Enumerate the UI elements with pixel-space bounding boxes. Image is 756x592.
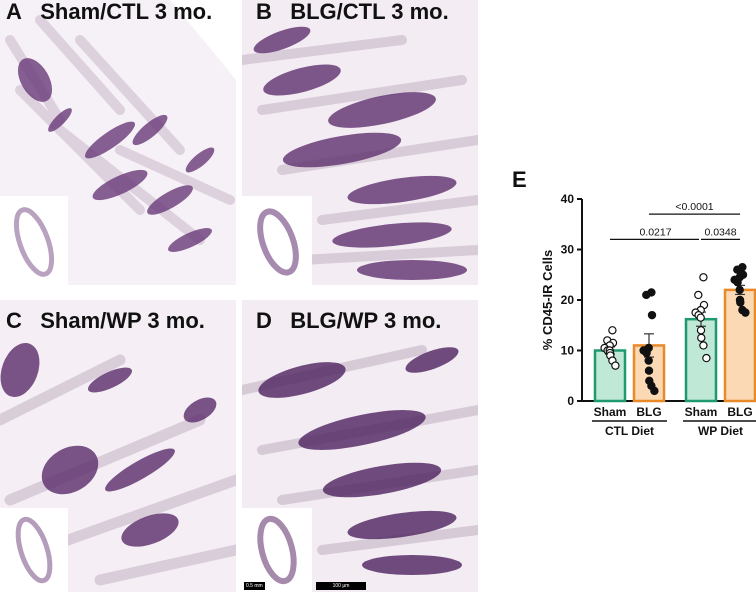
micrograph-panel-d: 0.5 mm 100 µm (242, 300, 478, 592)
data-point (735, 285, 744, 295)
x-tick-label: BLG (636, 405, 661, 419)
y-axis-label: % CD45-IR Cells (540, 250, 555, 350)
data-point (697, 333, 706, 343)
micrograph-panel-a (0, 0, 236, 285)
tissue-image (0, 300, 236, 592)
y-tick-label: 30 (561, 243, 575, 257)
data-point (699, 273, 708, 282)
panel-d-label: D BLG/WP 3 mo. (256, 308, 442, 333)
data-point (741, 308, 750, 317)
data-point (733, 278, 742, 287)
y-tick-label: 0 (567, 394, 574, 408)
panel-c-label: C Sham/WP 3 mo. (6, 308, 205, 333)
data-point (644, 366, 654, 375)
data-point (702, 353, 711, 363)
data-point (644, 356, 653, 365)
x-tick-label: BLG (727, 405, 752, 419)
panel-b-label: B BLG/CTL 3 mo. (256, 0, 449, 24)
panel-a-label: A Sham/CTL 3 mo. (6, 0, 213, 24)
p-value-label: <0.0001 (675, 201, 713, 213)
data-point (699, 341, 708, 350)
y-tick-label: 10 (561, 344, 575, 358)
data-point (642, 290, 651, 300)
group-label: CTL Diet (605, 424, 654, 435)
data-point (642, 348, 651, 358)
data-point (696, 326, 706, 335)
data-point (696, 313, 705, 322)
x-tick-label: Sham (594, 405, 627, 419)
cd45-bar-chart: E % CD45-IR Cells 0 10 20 30 40 Sham BLG Sham BL… (512, 167, 756, 435)
main-scale-bar: 100 µm (316, 582, 366, 590)
p-value-label: 0.0348 (704, 226, 736, 238)
low-magnification-inset (242, 196, 312, 285)
data-point (694, 290, 703, 300)
data-point (733, 265, 742, 274)
data-point (611, 361, 620, 370)
inset-scale-bar: 0.5 mm (244, 582, 265, 590)
x-tick-label: Sham (685, 405, 718, 419)
panel-e-label: E (512, 167, 527, 192)
low-magnification-inset (242, 508, 312, 592)
data-point (650, 386, 659, 396)
data-point (736, 298, 745, 307)
micrograph-panel-c (0, 300, 236, 592)
group-label: WP Diet (698, 424, 743, 435)
data-point (608, 326, 617, 335)
data-point (647, 310, 657, 320)
y-tick-label: 20 (561, 293, 575, 307)
p-value-label: 0.0217 (639, 226, 671, 238)
micrograph-panel-b (242, 0, 478, 285)
low-magnification-inset (0, 508, 68, 592)
low-magnification-inset (0, 196, 68, 285)
y-tick-label: 40 (561, 192, 575, 206)
